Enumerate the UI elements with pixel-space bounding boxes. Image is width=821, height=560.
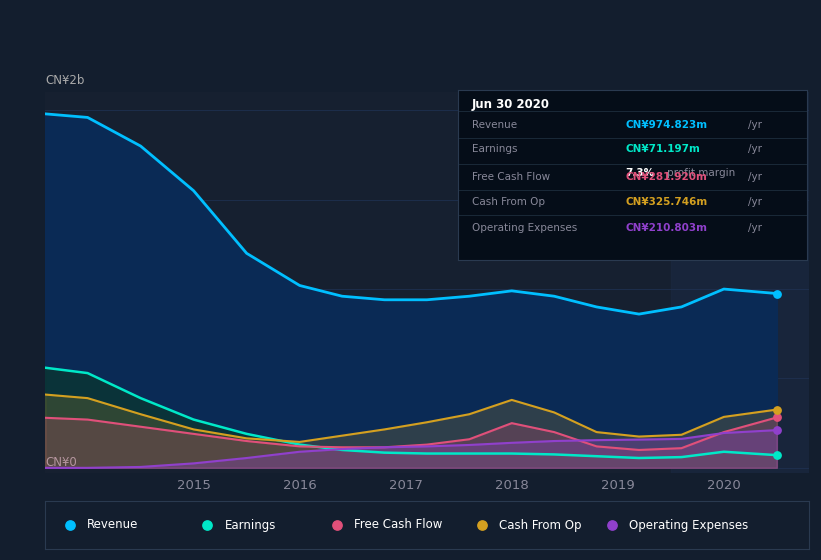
Text: Earnings: Earnings [472, 144, 517, 154]
Text: Operating Expenses: Operating Expenses [472, 223, 577, 233]
Point [475, 521, 488, 530]
Text: /yr: /yr [748, 120, 762, 130]
Text: Free Cash Flow: Free Cash Flow [355, 519, 443, 531]
Bar [671, 92, 809, 473]
Point [330, 521, 343, 530]
Text: 7.3%: 7.3% [626, 168, 654, 178]
Text: CN¥974.823m: CN¥974.823m [626, 120, 708, 130]
Text: CN¥0: CN¥0 [45, 456, 77, 469]
Text: Revenue: Revenue [87, 519, 139, 531]
Text: Earnings: Earnings [225, 519, 276, 531]
Point [770, 426, 783, 435]
Text: CN¥210.803m: CN¥210.803m [626, 223, 708, 233]
Text: /yr: /yr [748, 144, 762, 154]
Text: Cash From Op: Cash From Op [499, 519, 582, 531]
Text: CN¥71.197m: CN¥71.197m [626, 144, 700, 154]
Point [63, 521, 76, 530]
Text: Free Cash Flow: Free Cash Flow [472, 171, 550, 181]
Point [770, 405, 783, 414]
Point [770, 451, 783, 460]
Text: /yr: /yr [748, 197, 762, 207]
Text: /yr: /yr [748, 223, 762, 233]
Point [605, 521, 618, 530]
Text: CN¥325.746m: CN¥325.746m [626, 197, 708, 207]
Point [770, 289, 783, 298]
Text: Operating Expenses: Operating Expenses [629, 519, 749, 531]
Text: Cash From Op: Cash From Op [472, 197, 545, 207]
Text: profit margin: profit margin [667, 168, 736, 178]
Text: /yr: /yr [748, 171, 762, 181]
Text: Jun 30 2020: Jun 30 2020 [472, 98, 550, 111]
Text: Revenue: Revenue [472, 120, 517, 130]
Point [770, 413, 783, 422]
Text: CN¥2b: CN¥2b [45, 74, 85, 87]
Point [200, 521, 213, 530]
Text: CN¥281.920m: CN¥281.920m [626, 171, 708, 181]
